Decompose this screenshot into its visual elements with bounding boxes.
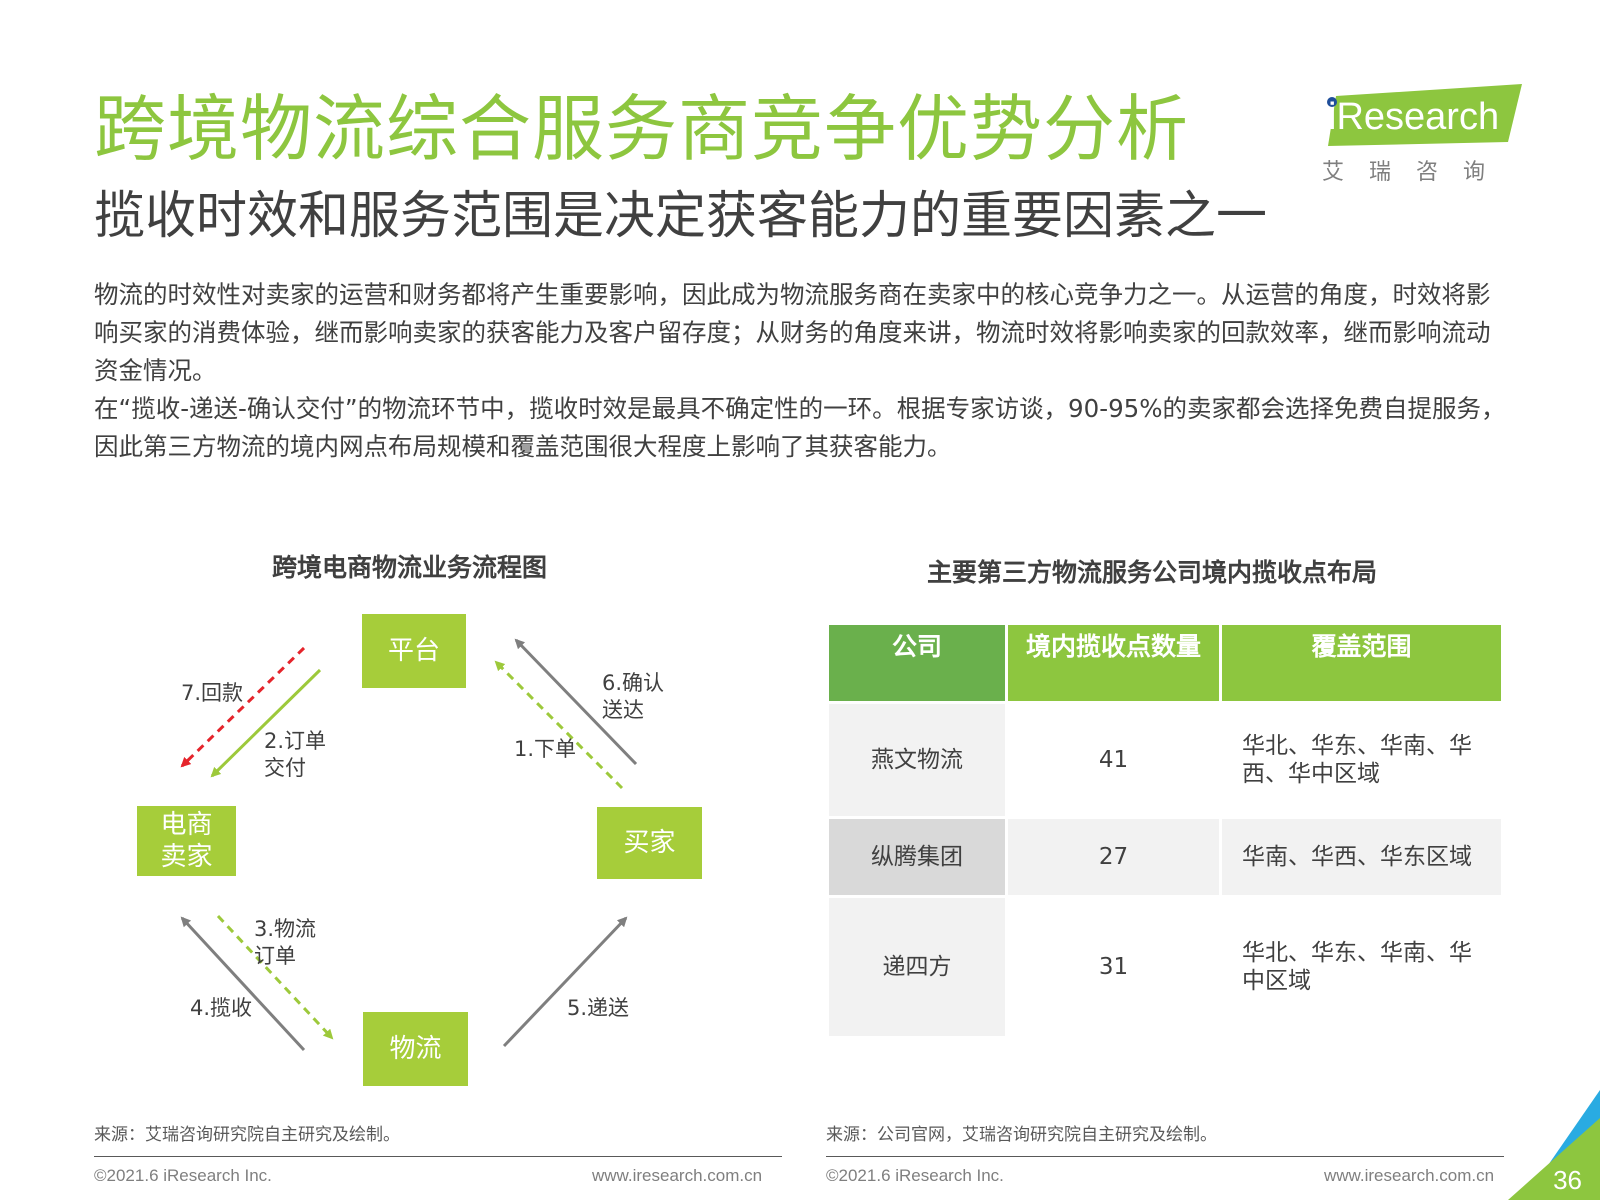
node-seller-line2: 卖家: [160, 842, 213, 872]
iresearch-logo: iResearch 艾瑞咨询: [1322, 84, 1522, 185]
page-subtitle: 揽收时效和服务范围是决定获客能力的重要因素之一: [94, 187, 1268, 246]
flow-arrows: [180, 638, 638, 1052]
footer-url-right: www.iresearch.com.cn: [1324, 1166, 1495, 1185]
arrow-place-order: [494, 660, 624, 790]
logistics-table: 公司 境内揽收点数量 覆盖范围 燕文物流 41 华北、华东、华南、华西、华中区域…: [826, 622, 1504, 1039]
cell-coverage: 华北、华东、华南、华西、华中区域: [1242, 733, 1472, 787]
label-place-order: 1.下单: [514, 737, 577, 761]
node-logistics: 物流: [363, 1012, 468, 1086]
footer-divider-right: [826, 1156, 1504, 1157]
body-paragraph-2: 在“揽收-递送-确认交付”的物流环节中，揽收时效是最具不确定性的一环。根据专家访…: [94, 394, 1506, 461]
arrow-pickup: [180, 916, 306, 1052]
arrow-payback: [180, 646, 306, 768]
node-buyer: 买家: [597, 807, 702, 879]
table-row: 递四方 31 华北、华东、华南、华中区域: [829, 898, 1501, 1036]
arrow-confirm-delivery: [514, 638, 638, 766]
page-number: 36: [1553, 1165, 1582, 1195]
page-title: 跨境物流综合服务商竞争优势分析: [94, 87, 1190, 171]
footer-copyright-right: ©2021.6 iResearch Inc.: [826, 1166, 1004, 1185]
label-confirm-line1: 6.确认: [602, 671, 665, 695]
label-logistics-order-line2: 订单: [254, 944, 296, 968]
body-paragraph-1: 物流的时效性对卖家的运营和财务都将产生重要影响，因此成为物流服务商在卖家中的核心…: [94, 280, 1491, 385]
logo-brand-text: iResearch: [1328, 96, 1500, 138]
label-payback: 7.回款: [181, 681, 244, 705]
node-seller-line1: 电商: [160, 810, 213, 840]
header-company: 公司: [829, 625, 1005, 701]
label-order-delivery: 2.订单 交付: [264, 728, 326, 782]
source-right: 来源：公司官网，艾瑞咨询研究院自主研究及绘制。: [826, 1125, 1217, 1145]
cell-count: 41: [1098, 747, 1129, 773]
corner-decoration: [1508, 1090, 1600, 1200]
label-logistics-order: 3.物流 订单: [254, 916, 316, 970]
label-deliver: 5.递送: [567, 996, 630, 1020]
cell-company: 燕文物流: [829, 704, 1005, 816]
table-row: 燕文物流 41 华北、华东、华南、华西、华中区域: [829, 704, 1501, 816]
arrow-deliver: [502, 916, 628, 1048]
logo-chinese-text: 艾瑞咨询: [1322, 160, 1511, 185]
flow-chart-title: 跨境电商物流业务流程图: [272, 553, 548, 582]
cell-count: 27: [1008, 819, 1219, 895]
header-coverage: 覆盖范围: [1222, 625, 1501, 701]
header-count: 境内揽收点数量: [1008, 625, 1219, 701]
node-ecommerce-seller: 电商 卖家: [137, 806, 236, 876]
label-order-delivery-line1: 2.订单: [264, 729, 327, 753]
table-header-row: 公司 境内揽收点数量 覆盖范围: [829, 625, 1501, 701]
label-order-delivery-line2: 交付: [264, 756, 306, 780]
footer-copyright-left: ©2021.6 iResearch Inc.: [94, 1166, 272, 1185]
table-title: 主要第三方物流服务公司境内揽收点布局: [927, 558, 1378, 587]
node-platform: 平台: [362, 614, 466, 688]
label-confirm-line2: 送达: [602, 698, 644, 722]
cell-company: 递四方: [829, 898, 1005, 1036]
body-text: 物流的时效性对卖家的运营和财务都将产生重要影响，因此成为物流服务商在卖家中的核心…: [94, 276, 1514, 466]
cell-coverage: 华南、华西、华东区域: [1222, 819, 1501, 895]
footer-divider-left: [94, 1156, 782, 1157]
label-logistics-order-line1: 3.物流: [254, 917, 317, 941]
cell-coverage: 华北、华东、华南、华中区域: [1242, 940, 1472, 994]
cell-count: 31: [1098, 954, 1129, 980]
label-confirm-delivery: 6.确认 送达: [602, 670, 664, 724]
cell-company: 纵腾集团: [829, 819, 1005, 895]
source-left: 来源：艾瑞咨询研究院自主研究及绘制。: [94, 1125, 400, 1145]
logo-banner-shape: [1327, 84, 1522, 146]
table-row: 纵腾集团 27 华南、华西、华东区域: [829, 819, 1501, 895]
label-pickup: 4.揽收: [190, 996, 253, 1020]
footer-url-left: www.iresearch.com.cn: [592, 1166, 763, 1185]
arrow-order-delivery: [210, 668, 322, 778]
